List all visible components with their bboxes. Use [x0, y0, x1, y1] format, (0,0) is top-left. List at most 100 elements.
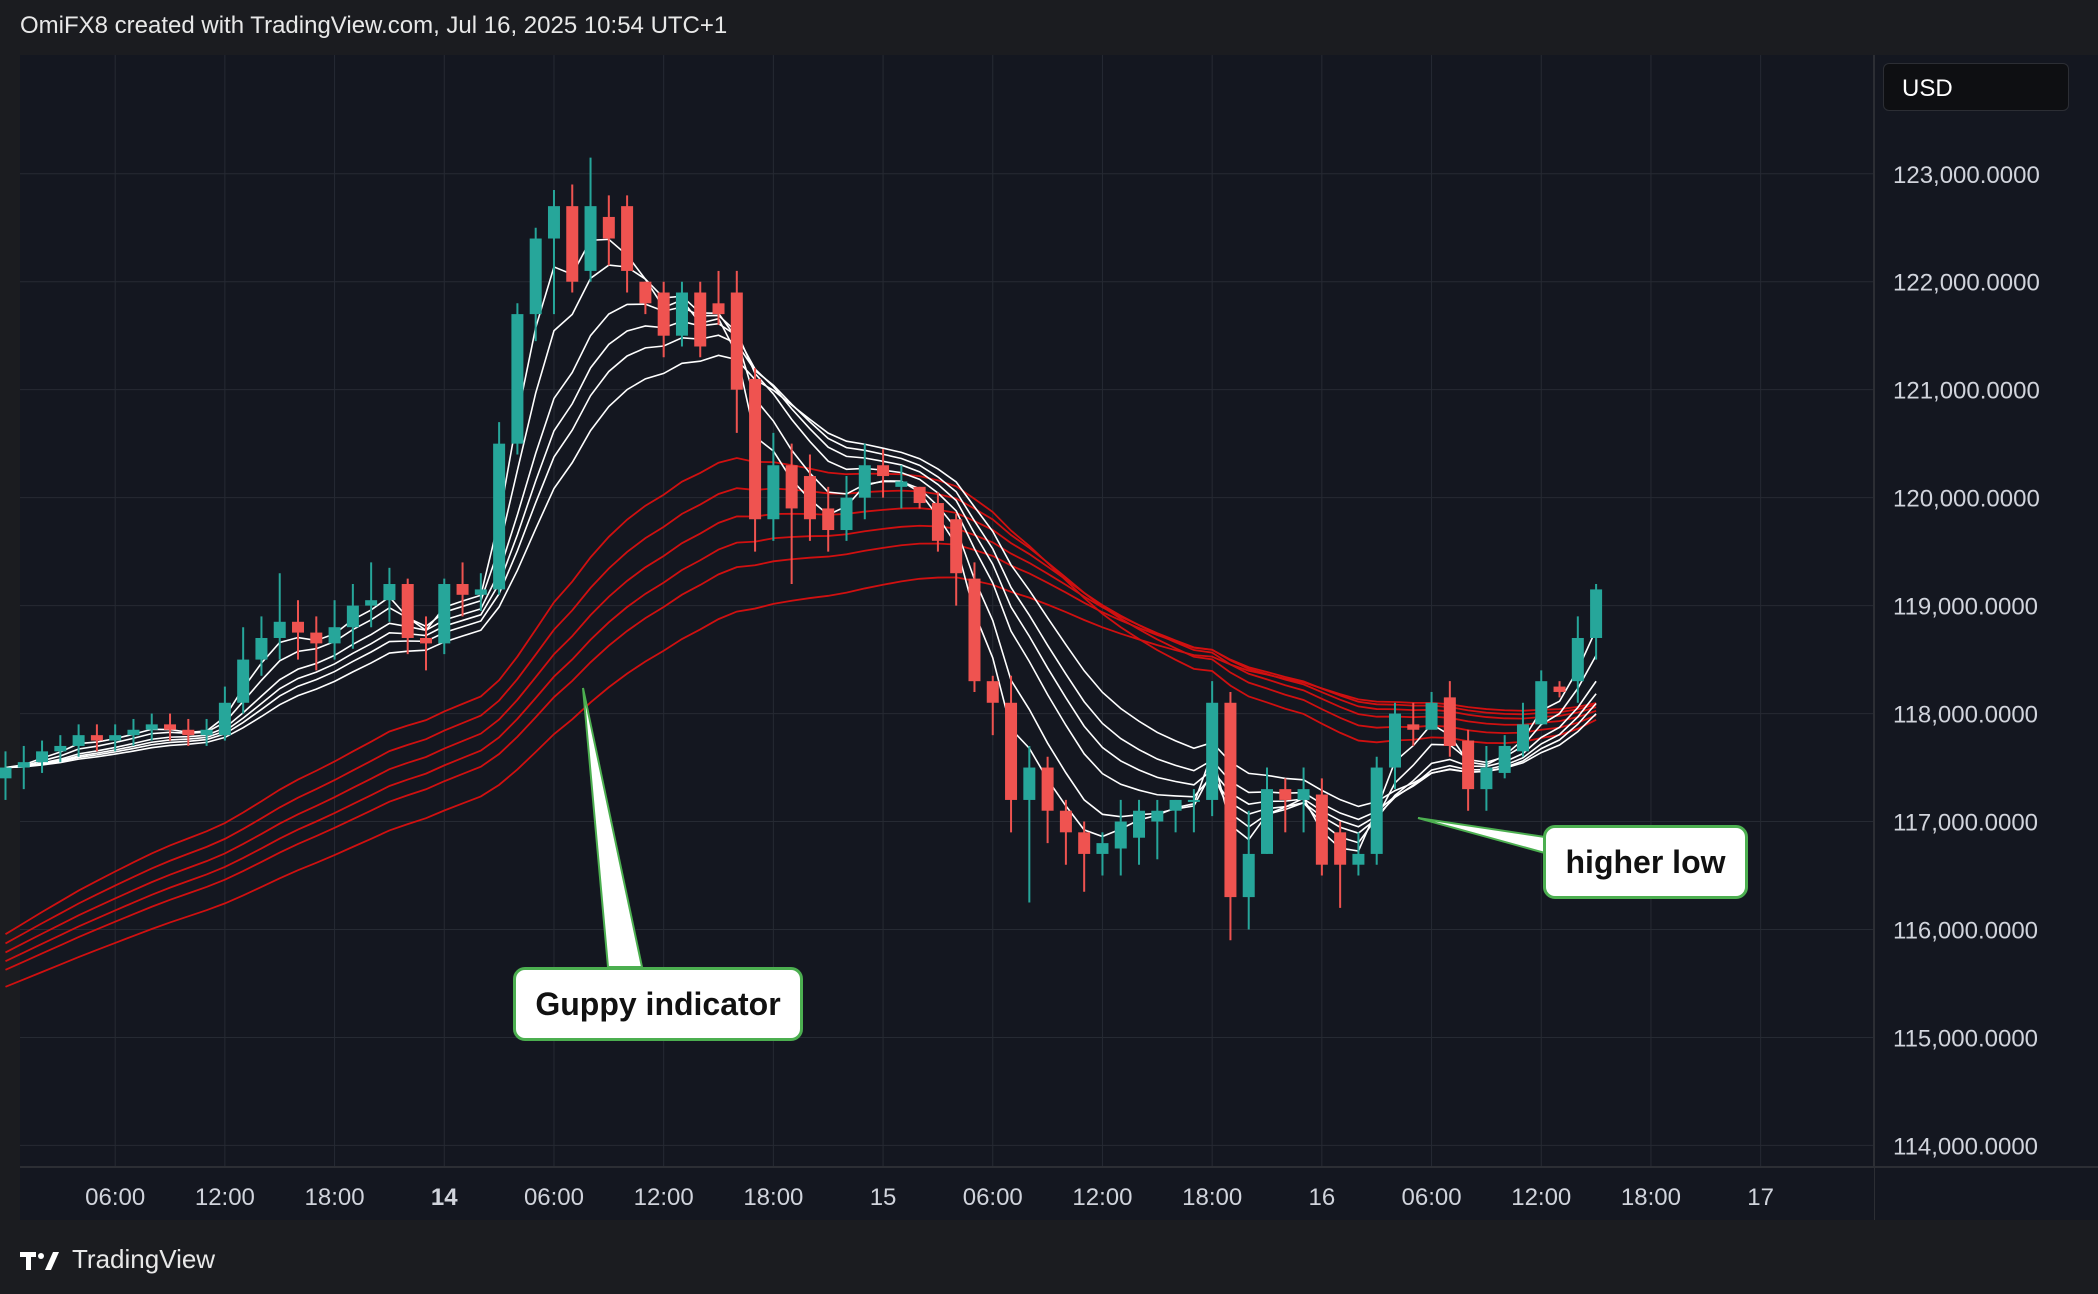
- candle: [1516, 702, 1529, 757]
- candle: [456, 562, 469, 617]
- candle-body: [1297, 789, 1310, 800]
- candle-body: [438, 584, 451, 644]
- candle: [145, 713, 158, 741]
- candle-body: [145, 724, 158, 730]
- guppy-long-ema60: [5, 576, 1597, 988]
- time-tick-label: 15: [870, 1184, 897, 1211]
- candle-body: [1388, 713, 1401, 768]
- candle-body: [164, 724, 177, 730]
- candle-body: [657, 292, 670, 336]
- candle: [292, 600, 305, 660]
- currency-selector[interactable]: USD: [1883, 63, 2069, 111]
- candle-body: [17, 762, 30, 768]
- guppy-short-ema10: [5, 320, 1597, 828]
- candle-body: [913, 486, 926, 504]
- candle: [1443, 681, 1456, 757]
- candle: [1388, 702, 1401, 790]
- candle: [273, 573, 286, 660]
- candle-body: [986, 681, 999, 703]
- candle-body: [639, 281, 652, 304]
- price-tick-label: 122,000.0000: [1893, 270, 2040, 297]
- candle-body: [310, 632, 323, 644]
- price-axis-panel: [1874, 55, 2098, 1220]
- candle-body: [1242, 853, 1255, 898]
- candle: [547, 189, 560, 315]
- candle-body: [1206, 702, 1219, 800]
- candle: [36, 740, 49, 773]
- time-tick-label: 14: [431, 1184, 458, 1211]
- candle-body: [72, 735, 85, 746]
- candle: [1334, 821, 1347, 908]
- candle: [1005, 675, 1018, 833]
- candle: [858, 443, 871, 520]
- candle: [913, 486, 926, 509]
- candle: [1133, 799, 1146, 865]
- candle: [328, 600, 341, 660]
- candle: [54, 735, 67, 763]
- candle-body: [1005, 702, 1018, 800]
- candle-body: [529, 238, 542, 315]
- price-tick-label: 121,000.0000: [1893, 378, 2040, 405]
- candle: [566, 184, 579, 293]
- candle: [255, 616, 268, 676]
- candle: [1407, 702, 1420, 746]
- guppy-short-ema3: [5, 238, 1597, 852]
- candle: [511, 303, 524, 455]
- candle: [1480, 745, 1493, 811]
- candle-body: [1370, 767, 1383, 854]
- candle-body: [1516, 724, 1529, 752]
- candle-body: [1498, 745, 1511, 773]
- candle-body: [419, 637, 432, 644]
- price-tick-label: 119,000.0000: [1893, 594, 2038, 621]
- price-tick-label: 123,000.0000: [1893, 162, 2040, 189]
- candle: [310, 616, 323, 671]
- candle: [639, 281, 652, 315]
- candle-body: [1133, 810, 1146, 838]
- candle-body: [218, 702, 231, 736]
- candle-body: [877, 465, 890, 477]
- time-tick-label: 18:00: [1621, 1184, 1681, 1211]
- candle-body: [785, 465, 798, 509]
- time-tick-label: 16: [1309, 1184, 1336, 1211]
- candle: [584, 157, 597, 282]
- candle: [986, 675, 999, 736]
- candle: [840, 476, 853, 541]
- candle: [785, 443, 798, 585]
- candle-body: [730, 292, 743, 390]
- time-tick-label: 12:00: [1072, 1184, 1132, 1211]
- candle-body: [1352, 853, 1365, 865]
- candle-body: [292, 621, 305, 633]
- time-tick-label: 12:00: [195, 1184, 255, 1211]
- candle: [182, 718, 195, 746]
- candle-body: [383, 584, 396, 601]
- candle: [127, 718, 140, 746]
- candle: [1297, 767, 1310, 833]
- candle-body: [767, 465, 780, 520]
- price-tick-label: 114,000.0000: [1893, 1133, 2038, 1160]
- candle: [474, 573, 487, 611]
- candle-body: [1480, 767, 1493, 790]
- candle: [237, 627, 250, 714]
- candle-body: [621, 206, 634, 271]
- candle: [1279, 778, 1292, 833]
- candle: [1224, 691, 1237, 941]
- candle-body: [1535, 681, 1548, 725]
- candle-body: [493, 443, 506, 590]
- candle-body: [182, 729, 195, 736]
- candle: [1571, 616, 1584, 703]
- candle: [1151, 799, 1164, 860]
- candle-body: [255, 637, 268, 660]
- candle-body: [895, 481, 908, 487]
- candle: [1187, 789, 1200, 833]
- candle-body: [1443, 697, 1456, 746]
- candle: [529, 227, 542, 342]
- price-tick-label: 120,000.0000: [1893, 486, 2040, 513]
- candle: [383, 567, 396, 622]
- candle: [1553, 681, 1566, 698]
- candle: [218, 686, 231, 741]
- candle-body: [200, 729, 213, 736]
- candle: [493, 422, 506, 595]
- candle: [1169, 799, 1182, 833]
- candle-body: [109, 735, 122, 741]
